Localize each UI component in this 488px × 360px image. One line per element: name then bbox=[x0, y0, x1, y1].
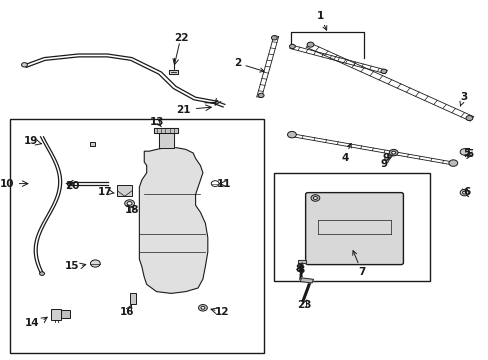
Circle shape bbox=[462, 191, 466, 194]
Polygon shape bbox=[300, 278, 313, 283]
Bar bbox=[117, 185, 132, 196]
Circle shape bbox=[289, 44, 295, 49]
Text: 17: 17 bbox=[98, 186, 112, 197]
Polygon shape bbox=[159, 133, 173, 148]
Bar bbox=[51, 309, 61, 320]
Text: 8: 8 bbox=[297, 265, 304, 275]
Polygon shape bbox=[298, 260, 305, 263]
Text: 23: 23 bbox=[297, 300, 311, 310]
Text: 16: 16 bbox=[120, 307, 134, 317]
Text: 18: 18 bbox=[124, 204, 139, 215]
Text: 6: 6 bbox=[463, 186, 470, 197]
Bar bbox=[129, 293, 136, 304]
Bar bbox=[273, 173, 429, 281]
Text: 15: 15 bbox=[64, 261, 79, 271]
Text: 8: 8 bbox=[295, 264, 302, 274]
Text: 20: 20 bbox=[65, 181, 80, 191]
Circle shape bbox=[211, 181, 219, 186]
Circle shape bbox=[391, 151, 395, 154]
Bar bbox=[90, 142, 95, 146]
Circle shape bbox=[124, 200, 134, 207]
Bar bbox=[10, 119, 264, 353]
Circle shape bbox=[201, 306, 204, 309]
Circle shape bbox=[459, 189, 468, 196]
Circle shape bbox=[258, 93, 264, 98]
Circle shape bbox=[287, 131, 296, 138]
Text: 1: 1 bbox=[316, 11, 326, 30]
Text: 13: 13 bbox=[150, 117, 164, 127]
Text: 2: 2 bbox=[234, 58, 264, 72]
Polygon shape bbox=[139, 148, 207, 293]
Text: 14: 14 bbox=[24, 318, 39, 328]
Circle shape bbox=[306, 42, 313, 47]
Text: 3: 3 bbox=[459, 92, 466, 106]
Circle shape bbox=[380, 69, 386, 73]
Circle shape bbox=[40, 272, 44, 275]
Polygon shape bbox=[154, 128, 178, 133]
Circle shape bbox=[271, 36, 277, 40]
Circle shape bbox=[90, 260, 100, 267]
Text: 19: 19 bbox=[24, 136, 39, 146]
Circle shape bbox=[448, 160, 457, 166]
Text: 7: 7 bbox=[352, 251, 365, 277]
Circle shape bbox=[465, 116, 472, 121]
Bar bbox=[61, 310, 70, 318]
Text: 12: 12 bbox=[215, 307, 229, 317]
Circle shape bbox=[388, 149, 397, 156]
Circle shape bbox=[310, 195, 319, 201]
Text: 11: 11 bbox=[216, 179, 231, 189]
Circle shape bbox=[21, 63, 27, 67]
Circle shape bbox=[313, 197, 317, 199]
Text: 10: 10 bbox=[0, 179, 15, 189]
Text: 4: 4 bbox=[340, 143, 350, 163]
Circle shape bbox=[198, 305, 207, 311]
Text: 9: 9 bbox=[380, 159, 387, 169]
Circle shape bbox=[127, 202, 132, 205]
Polygon shape bbox=[168, 70, 178, 74]
Text: 22: 22 bbox=[173, 33, 188, 43]
Text: 5: 5 bbox=[463, 148, 470, 158]
FancyBboxPatch shape bbox=[305, 193, 403, 265]
Text: 5: 5 bbox=[465, 149, 472, 159]
Text: 21: 21 bbox=[176, 105, 190, 115]
Circle shape bbox=[459, 149, 468, 155]
Text: 9: 9 bbox=[382, 153, 392, 163]
